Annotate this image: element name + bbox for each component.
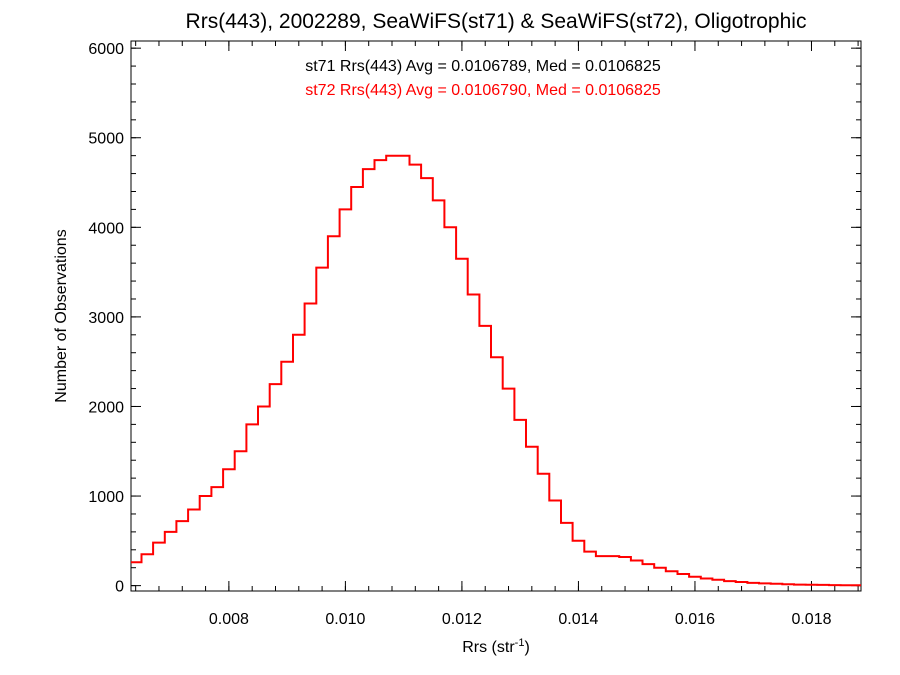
x-axis-label-superscript: -1: [515, 637, 525, 649]
x-axis-label-text: Rrs (str: [462, 639, 515, 656]
y-tick-label: 1000: [88, 489, 124, 506]
y-tick-label: 6000: [88, 41, 124, 58]
histogram-line: [131, 154, 861, 587]
x-tick-label: 0.010: [325, 611, 365, 628]
plot-frame: [130, 40, 862, 592]
y-tick-label: 2000: [88, 399, 124, 416]
x-axis-label-close: ): [524, 639, 529, 656]
x-tick-label: 0.008: [209, 611, 249, 628]
x-axis-label: Rrs (str-1): [462, 637, 530, 656]
x-tick-label: 0.016: [675, 611, 715, 628]
x-tick-label: 0.014: [558, 611, 598, 628]
y-tick-label: 4000: [88, 220, 124, 237]
y-tick-label: 0: [115, 579, 124, 596]
y-tick-label: 5000: [88, 131, 124, 148]
axis-ticks: [131, 41, 861, 591]
annotation-st72-stats: st72 Rrs(443) Avg = 0.0106790, Med = 0.0…: [305, 82, 661, 99]
annotation-st71-stats: st71 Rrs(443) Avg = 0.0106789, Med = 0.0…: [305, 58, 661, 75]
histogram-series: [131, 154, 861, 587]
axis-tick-labels: 0.008 0.010 0.012 0.014 0.016 0.018 0 1000 2000 3…: [88, 41, 831, 628]
chart-title: Rrs(443), 2002289, SeaWiFS(st71) & SeaWi…: [186, 10, 807, 33]
y-tick-label: 3000: [88, 310, 124, 327]
x-tick-label: 0.012: [442, 611, 482, 628]
x-tick-label: 0.018: [791, 611, 831, 628]
y-axis-label: Number of Observations: [53, 229, 70, 402]
